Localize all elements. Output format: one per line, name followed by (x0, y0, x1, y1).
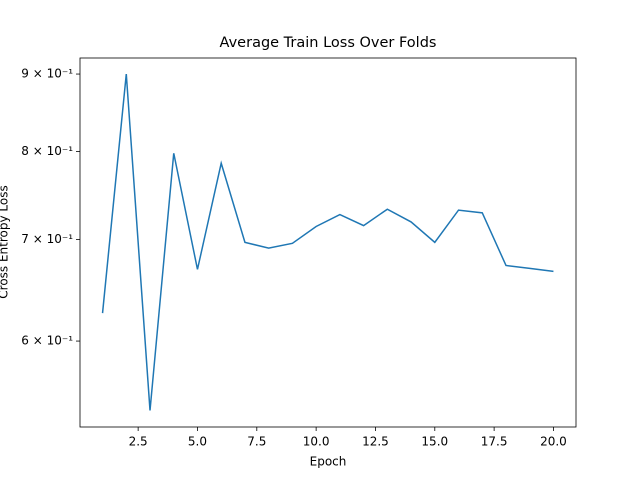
y-tick-label: 8 × 10⁻¹ (21, 144, 73, 158)
y-tick-label: 9 × 10⁻¹ (21, 67, 73, 81)
x-tick-label: 7.5 (247, 435, 266, 449)
x-tick-label: 17.5 (481, 435, 508, 449)
plot-frame (79, 57, 577, 428)
x-tick-label: 2.5 (129, 435, 148, 449)
x-tick-label: 5.0 (188, 435, 207, 449)
x-axis-label: Epoch (310, 455, 347, 469)
chart-title: Average Train Loss Over Folds (220, 35, 437, 51)
x-tick-label: 20.0 (540, 435, 567, 449)
y-tick-label: 7 × 10⁻¹ (21, 232, 73, 246)
line-series (101, 73, 554, 411)
x-tick-label: 15.0 (421, 435, 448, 449)
y-tick-label: 6 × 10⁻¹ (21, 334, 73, 348)
x-tick-label: 10.0 (303, 435, 330, 449)
x-tick-label: 12.5 (362, 435, 389, 449)
y-axis-label: Cross Entropy Loss (0, 185, 11, 298)
